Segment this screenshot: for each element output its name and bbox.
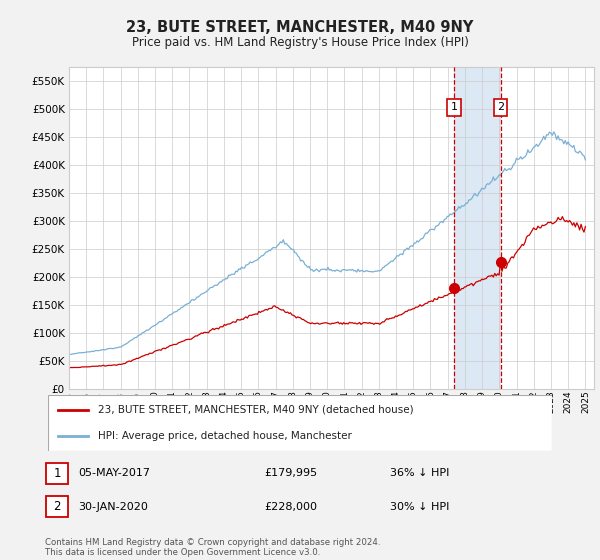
Text: £179,995: £179,995 bbox=[264, 468, 317, 478]
Text: 23, BUTE STREET, MANCHESTER, M40 9NY (detached house): 23, BUTE STREET, MANCHESTER, M40 9NY (de… bbox=[98, 405, 414, 415]
Text: 2: 2 bbox=[497, 102, 504, 113]
Text: Price paid vs. HM Land Registry's House Price Index (HPI): Price paid vs. HM Land Registry's House … bbox=[131, 36, 469, 49]
FancyBboxPatch shape bbox=[46, 496, 68, 517]
Text: £228,000: £228,000 bbox=[264, 502, 317, 512]
Text: HPI: Average price, detached house, Manchester: HPI: Average price, detached house, Manc… bbox=[98, 431, 352, 441]
Text: 2: 2 bbox=[53, 500, 61, 514]
Text: Contains HM Land Registry data © Crown copyright and database right 2024.
This d: Contains HM Land Registry data © Crown c… bbox=[45, 538, 380, 557]
Text: 36% ↓ HPI: 36% ↓ HPI bbox=[390, 468, 449, 478]
Text: 23, BUTE STREET, MANCHESTER, M40 9NY: 23, BUTE STREET, MANCHESTER, M40 9NY bbox=[127, 20, 473, 35]
Text: 1: 1 bbox=[53, 466, 61, 480]
FancyBboxPatch shape bbox=[46, 463, 68, 484]
FancyBboxPatch shape bbox=[48, 395, 552, 451]
Bar bbox=[454, 67, 501, 389]
Text: 05-MAY-2017: 05-MAY-2017 bbox=[78, 468, 150, 478]
Text: 30-JAN-2020: 30-JAN-2020 bbox=[78, 502, 148, 512]
Text: 30% ↓ HPI: 30% ↓ HPI bbox=[390, 502, 449, 512]
Text: 1: 1 bbox=[451, 102, 458, 113]
